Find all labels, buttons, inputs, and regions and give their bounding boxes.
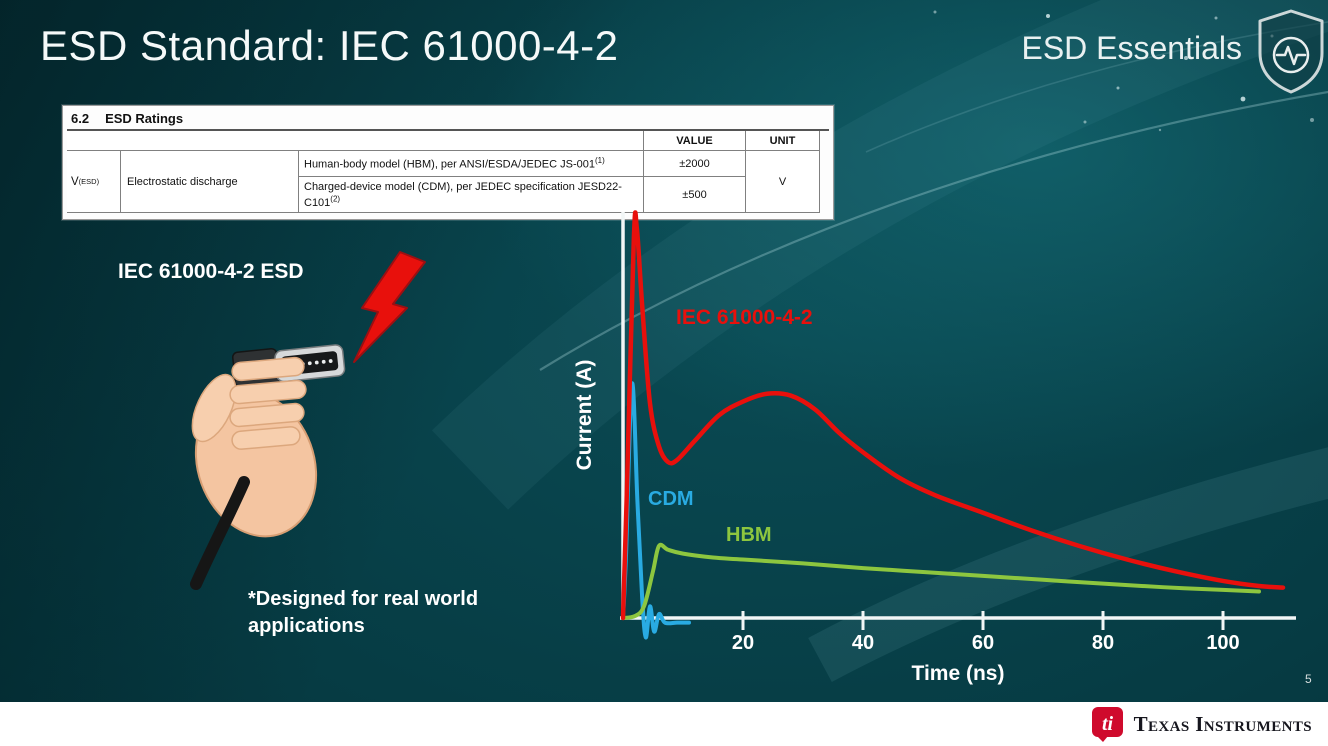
column-header-unit: UNIT bbox=[746, 131, 820, 151]
curve-iec bbox=[620, 210, 1286, 621]
curve-hbm bbox=[621, 542, 1261, 620]
x-axis-label: Time (ns) bbox=[911, 662, 1005, 685]
table-section-title: ESD Ratings bbox=[105, 111, 184, 126]
footnote-line2: applications bbox=[248, 615, 365, 637]
table-row-hbm-desc: Human-body model (HBM), per ANSI/ESDA/JE… bbox=[299, 151, 644, 177]
ti-logo-icon: ti bbox=[1091, 707, 1123, 742]
x-tick-label: 80 bbox=[1091, 632, 1115, 654]
column-header-value: VALUE bbox=[644, 131, 746, 151]
table-section-number: 6.2 bbox=[71, 111, 90, 126]
y-axis-label: Current (A) bbox=[573, 359, 596, 471]
footnote-line1: *Designed for real world bbox=[248, 588, 479, 610]
x-tick-label: 20 bbox=[731, 632, 755, 654]
esd-ratings-table: 6.2 ESD Ratings VALUE UNIT V (ESD) Electr… bbox=[62, 105, 834, 220]
param-symbol: V bbox=[71, 175, 79, 188]
footnote: *Designed for real world applications bbox=[248, 586, 478, 640]
ti-logo: ti Texas Instruments bbox=[1091, 706, 1312, 742]
param-symbol-cell: V (ESD) bbox=[67, 151, 121, 213]
table-row-cdm-value: ±500 bbox=[644, 177, 746, 213]
curve-layer bbox=[620, 210, 1286, 640]
x-tick-label: 40 bbox=[851, 632, 875, 654]
series-brand-label: ESD Essentials bbox=[1021, 30, 1242, 66]
cable bbox=[190, 476, 250, 590]
param-symbol-subscript: (ESD) bbox=[78, 177, 100, 186]
curve-label-hbm: HBM bbox=[726, 524, 772, 546]
header-spacer-cell bbox=[67, 131, 644, 151]
page-title: ESD Standard: IEC 61000-4-2 bbox=[40, 22, 619, 69]
table-row-cdm-desc: Charged-device model (CDM), per JEDEC sp… bbox=[299, 177, 644, 213]
curve-label-cdm: CDM bbox=[648, 488, 694, 510]
curve-label-iec: IEC 61000-4-2 bbox=[676, 306, 813, 329]
table-section-heading: 6.2 ESD Ratings bbox=[67, 109, 829, 131]
unit-cell: V bbox=[746, 151, 820, 213]
svg-text:ti: ti bbox=[1102, 713, 1114, 735]
hand bbox=[190, 356, 318, 590]
esd-waveform-chart: Current (A) Time (ns) IEC 61000-4-2 CDM … bbox=[558, 198, 1328, 703]
ti-brand-text: Texas Instruments bbox=[1133, 711, 1312, 736]
footer-bar: ti Texas Instruments bbox=[0, 702, 1328, 746]
page-number: 5 bbox=[1305, 672, 1312, 686]
table-grid: VALUE UNIT V (ESD) Electrostatic discharg… bbox=[67, 131, 829, 213]
hand-connector-illustration bbox=[190, 251, 426, 590]
x-tick-label: 100 bbox=[1206, 632, 1240, 654]
x-tick-label: 60 bbox=[971, 632, 995, 654]
table-row-hbm-value: ±2000 bbox=[644, 151, 746, 177]
chart-canvas bbox=[620, 210, 1296, 640]
illustration-caption: IEC 61000-4-2 ESD bbox=[118, 260, 304, 283]
lightning-bolt-icon bbox=[353, 251, 426, 363]
param-name-cell: Electrostatic discharge bbox=[121, 151, 299, 213]
shield-pulse-icon bbox=[1258, 9, 1324, 94]
